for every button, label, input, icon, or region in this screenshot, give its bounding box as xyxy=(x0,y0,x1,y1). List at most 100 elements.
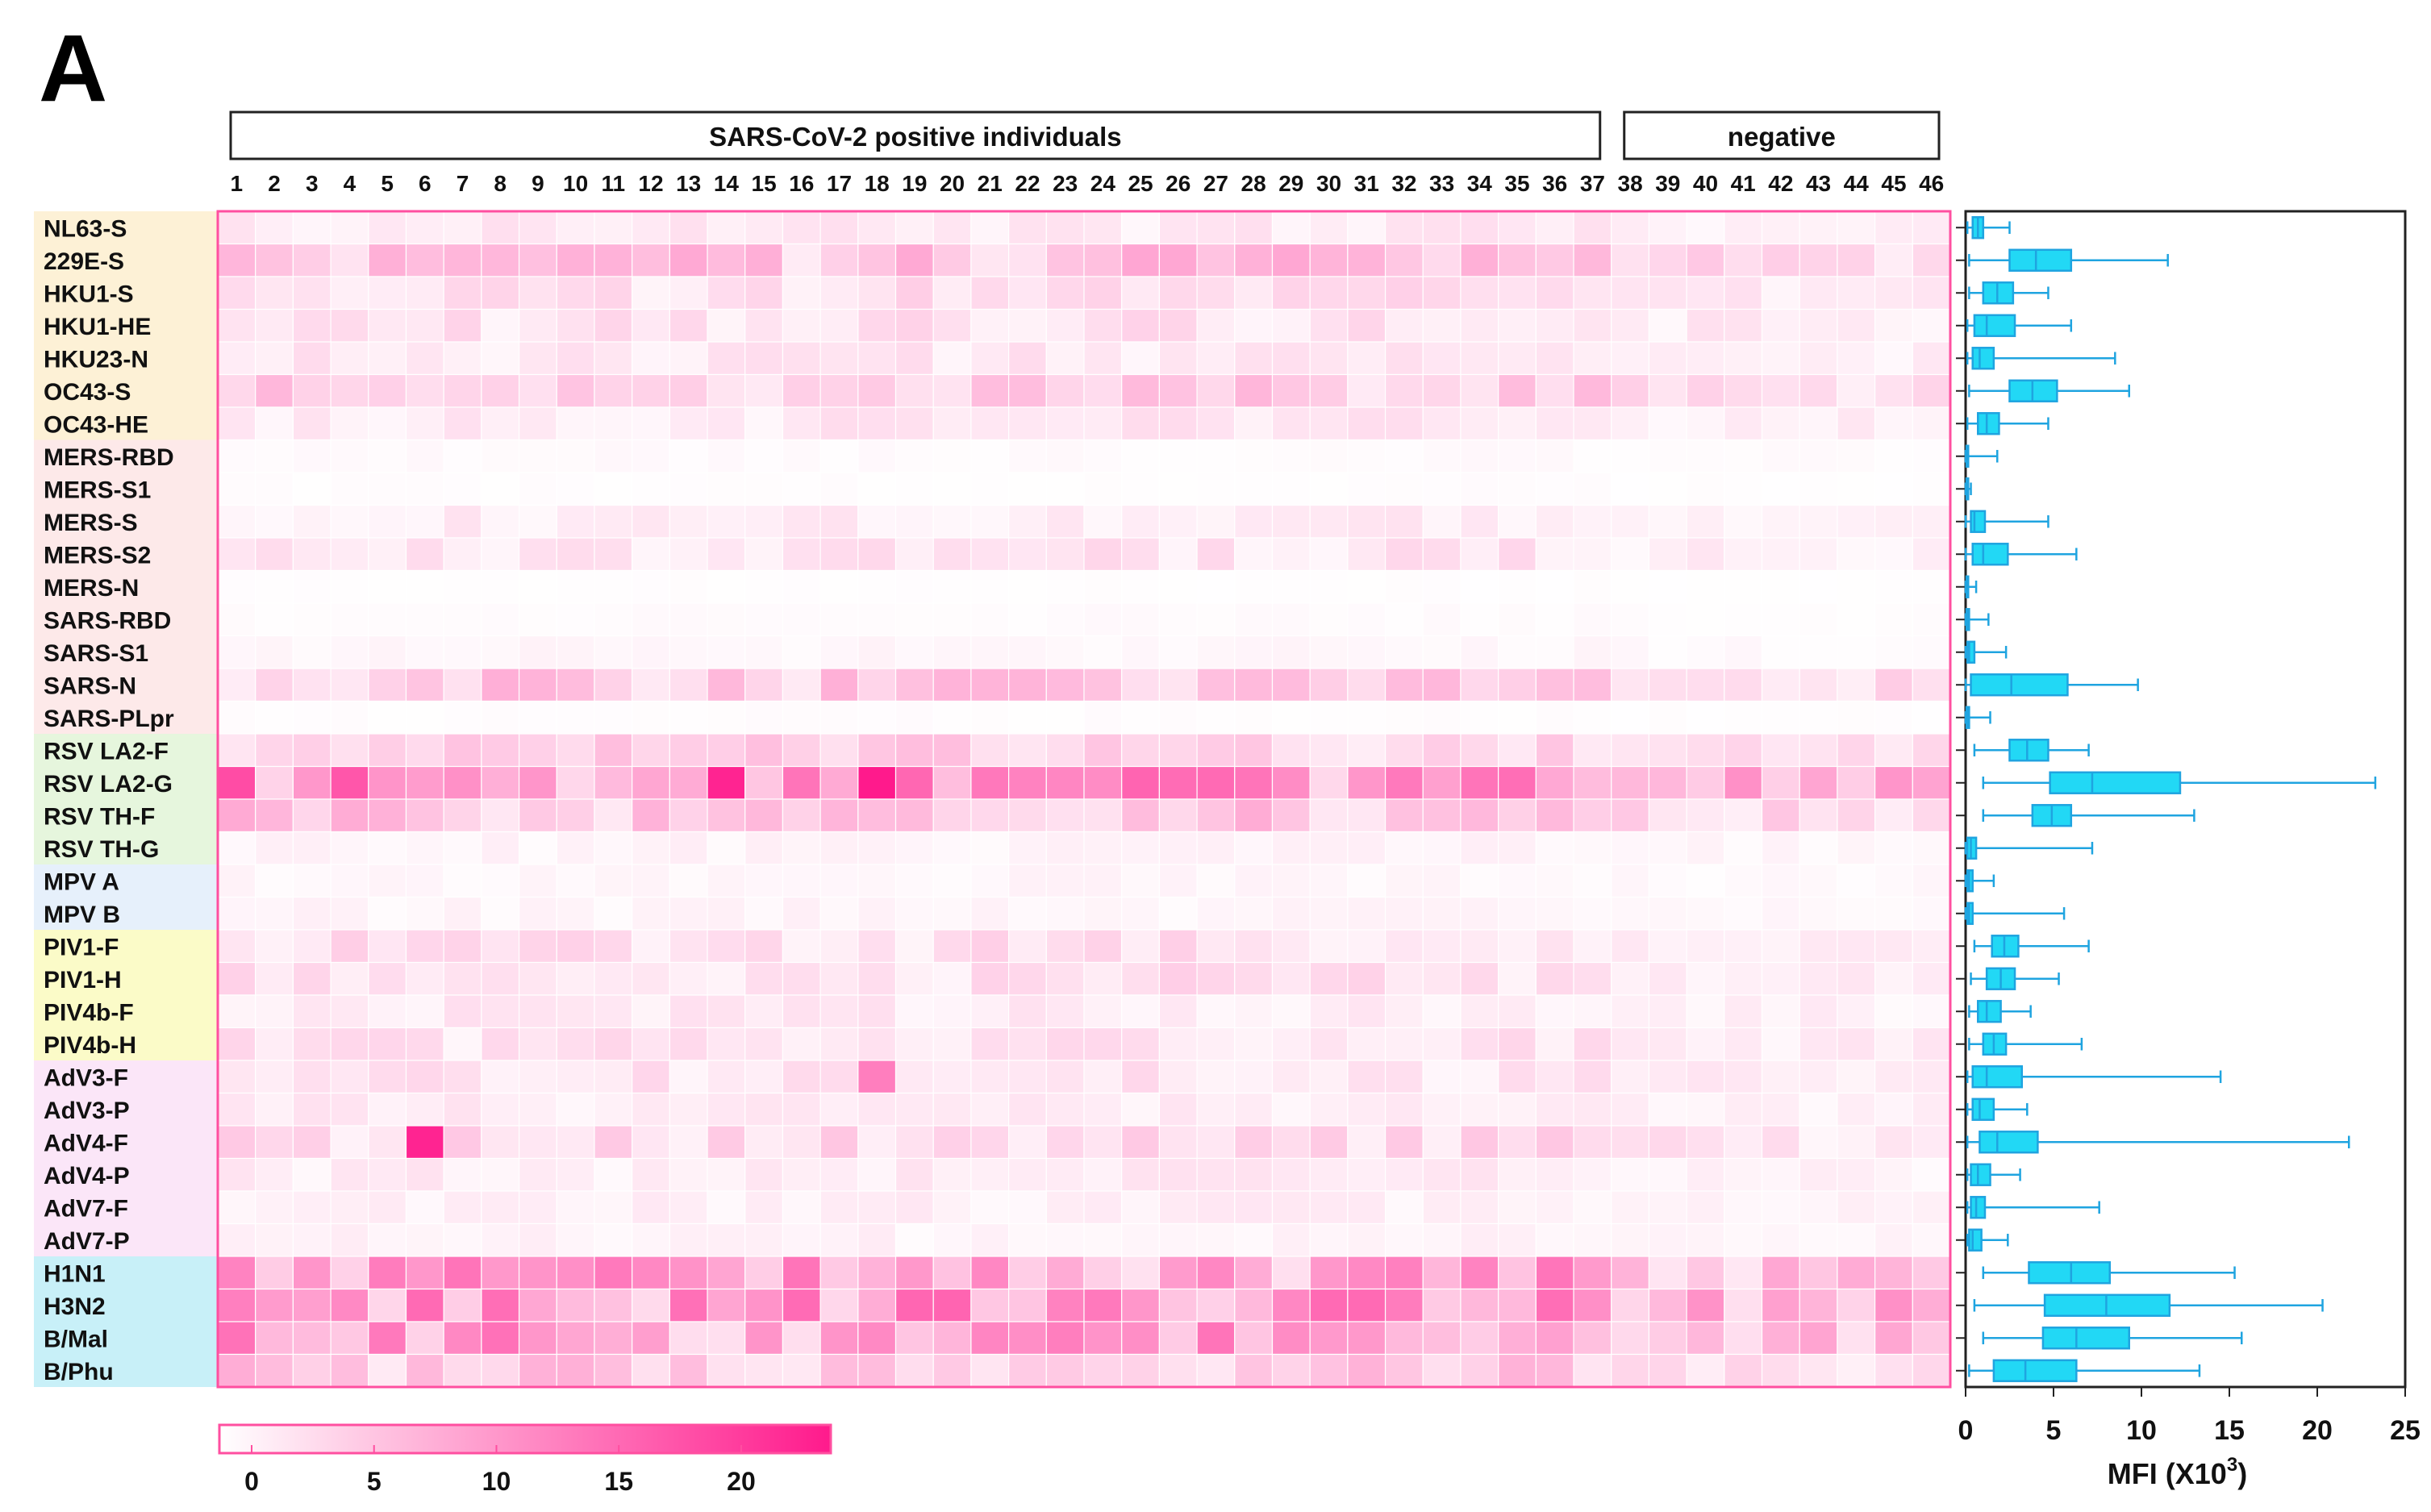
heatmap-cell xyxy=(368,635,407,669)
heatmap-cell xyxy=(405,276,444,310)
heatmap-cell xyxy=(1083,1256,1123,1290)
heatmap-cell xyxy=(1045,929,1085,964)
heatmap-cell xyxy=(405,765,444,800)
heatmap-cell xyxy=(1196,341,1236,376)
heatmap-cell xyxy=(1498,308,1537,343)
column-label: 8 xyxy=(494,171,507,196)
heatmap-cell xyxy=(1271,1353,1311,1388)
heatmap-cell xyxy=(1837,504,1876,539)
group-label: negative xyxy=(1728,122,1836,152)
heatmap-cell xyxy=(1874,1125,1913,1160)
heatmap-cell xyxy=(1196,1321,1236,1356)
heatmap-cell xyxy=(782,602,821,637)
heatmap-cell xyxy=(1158,1060,1198,1094)
heatmap-cell xyxy=(1422,1353,1462,1388)
heatmap-cell xyxy=(1384,1157,1424,1192)
heatmap-cell xyxy=(1573,1288,1612,1322)
heatmap-cell xyxy=(744,602,784,637)
heatmap-cell xyxy=(330,537,369,572)
heatmap-cell xyxy=(1648,504,1687,539)
heatmap-cell xyxy=(1724,308,1763,343)
heatmap-cell xyxy=(292,1256,332,1290)
heatmap-cell xyxy=(1724,1157,1763,1192)
heatmap-cell xyxy=(782,1157,821,1192)
heatmap-cell xyxy=(1158,929,1198,964)
x-axis-label-exponent: 3 xyxy=(2227,1454,2237,1476)
heatmap-cell xyxy=(1045,602,1085,637)
heatmap-cell xyxy=(857,276,897,310)
column-label: 44 xyxy=(1844,171,1870,196)
heatmap-cell xyxy=(1724,1321,1763,1356)
heatmap-cell xyxy=(1384,1256,1424,1290)
heatmap-cell xyxy=(556,1092,595,1127)
box-mers-rbd xyxy=(1956,444,1999,468)
heatmap-cell xyxy=(1535,1157,1574,1192)
row-label: RSV LA2-F xyxy=(44,738,169,764)
heatmap-cell xyxy=(255,929,294,964)
heatmap-cell xyxy=(1761,929,1800,964)
heatmap-cell xyxy=(1083,472,1123,506)
heatmap-cell xyxy=(894,1256,934,1290)
heatmap-cell xyxy=(443,994,482,1029)
heatmap-cell xyxy=(1309,602,1349,637)
row-label: MERS-S xyxy=(44,510,138,536)
heatmap-cell xyxy=(1611,341,1650,376)
heatmap-cell xyxy=(1083,896,1123,931)
heatmap-cell xyxy=(707,373,746,408)
heatmap-cell xyxy=(556,1321,595,1356)
heatmap-cell xyxy=(1761,504,1800,539)
heatmap-cell xyxy=(1384,1321,1424,1356)
heatmap-cell xyxy=(1761,798,1800,833)
heatmap-cell xyxy=(970,798,1010,833)
heatmap-cell xyxy=(1460,1288,1499,1322)
column-label: 46 xyxy=(1919,171,1944,196)
box-adv7-f xyxy=(1956,1196,2100,1219)
heatmap-cell xyxy=(632,537,670,572)
heatmap-cell xyxy=(556,341,595,376)
heatmap-cell xyxy=(594,472,633,506)
heatmap-cell xyxy=(1498,504,1537,539)
heatmap-cell xyxy=(1045,733,1085,768)
heatmap-cell xyxy=(1874,864,1913,898)
column-label: 37 xyxy=(1580,171,1605,196)
heatmap-cell xyxy=(1008,896,1047,931)
heatmap-cell xyxy=(744,439,784,473)
heatmap-cell xyxy=(1384,1027,1424,1061)
heatmap-cell xyxy=(518,569,557,604)
heatmap-cell xyxy=(1498,1157,1537,1192)
heatmap-cell xyxy=(1874,733,1913,768)
heatmap-cell xyxy=(857,831,897,865)
heatmap-cell xyxy=(1498,602,1537,637)
heatmap-cell xyxy=(368,537,407,572)
heatmap-cell xyxy=(932,472,972,506)
heatmap-cell xyxy=(1271,1125,1311,1160)
heatmap-cell xyxy=(255,668,294,702)
heatmap-cell xyxy=(1648,994,1687,1029)
heatmap-cell xyxy=(594,341,633,376)
heatmap-cell xyxy=(1761,341,1800,376)
heatmap-cell xyxy=(1535,668,1574,702)
heatmap-cell xyxy=(894,602,934,637)
heatmap-cell xyxy=(1535,341,1574,376)
heatmap-cell xyxy=(1271,504,1311,539)
heatmap-cell xyxy=(1874,831,1913,865)
heatmap-cell xyxy=(1384,896,1424,931)
heatmap-cell xyxy=(970,569,1010,604)
box-adv7-p xyxy=(1956,1228,2009,1252)
heatmap-cell xyxy=(1724,1092,1763,1127)
heatmap-cell xyxy=(1045,439,1085,473)
heatmap-cell xyxy=(1234,210,1274,245)
heatmap-cell xyxy=(556,1256,595,1290)
heatmap-cell xyxy=(292,276,332,310)
column-label: 21 xyxy=(978,171,1003,196)
heatmap-cell xyxy=(1535,569,1574,604)
heatmap-cell xyxy=(1121,537,1160,572)
heatmap-cell xyxy=(368,308,407,343)
heatmap-cell xyxy=(292,864,332,898)
heatmap-cell xyxy=(819,243,859,277)
heatmap-cell xyxy=(405,1027,444,1061)
heatmap-cell xyxy=(443,472,482,506)
box-piv1-f xyxy=(1956,935,2090,958)
heatmap-cell xyxy=(1799,700,1838,735)
heatmap-cell xyxy=(857,1288,897,1322)
